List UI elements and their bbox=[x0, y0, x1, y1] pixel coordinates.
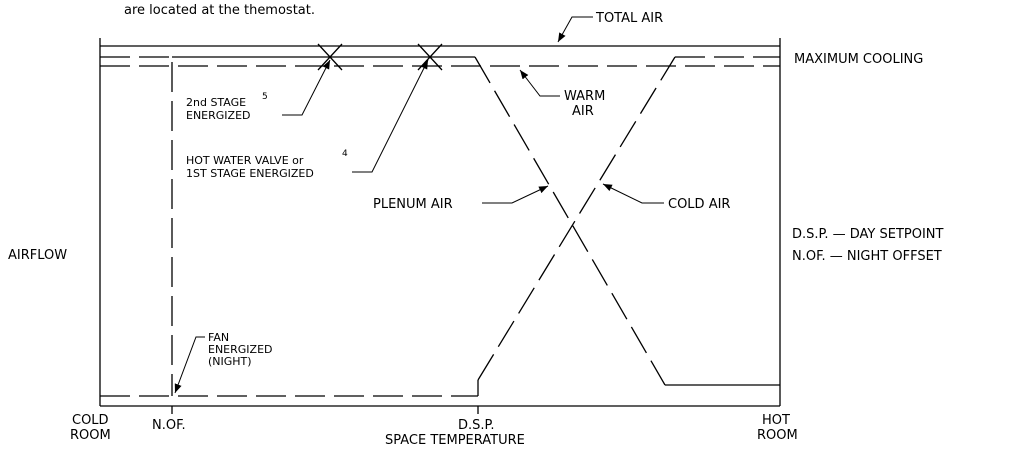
label: TOTAL AIR bbox=[595, 11, 663, 26]
label: 2nd STAGE bbox=[186, 96, 246, 109]
label: FAN bbox=[208, 331, 229, 344]
ref: 4 bbox=[342, 149, 348, 159]
label: MAXIMUM COOLING bbox=[794, 52, 923, 67]
label: 1ST STAGE ENERGIZED bbox=[186, 167, 314, 180]
label: WARM bbox=[564, 89, 605, 104]
frame bbox=[99, 38, 781, 414]
axis-title: SPACE TEMPERATURE bbox=[385, 433, 525, 448]
note: are located at the themostat. bbox=[124, 3, 315, 18]
axis-label: HOT bbox=[762, 413, 790, 428]
axis-label: ROOM bbox=[70, 428, 111, 443]
label: AIR bbox=[572, 104, 594, 119]
legend: D.S.P. — DAY SETPOINT bbox=[792, 227, 944, 242]
label: PLENUM AIR bbox=[373, 197, 453, 212]
label: (NIGHT) bbox=[208, 355, 252, 368]
label: ENERGIZED bbox=[208, 343, 273, 356]
label: AIRFLOW bbox=[8, 248, 67, 263]
axis-label: D.S.P. bbox=[458, 418, 494, 433]
ref: 5 bbox=[262, 92, 268, 102]
axis-label: COLD bbox=[72, 413, 109, 428]
plenum-air-line bbox=[474, 56, 666, 386]
x-mark bbox=[317, 43, 343, 71]
legend: N.OF. — NIGHT OFFSET bbox=[792, 249, 942, 264]
axis-label: N.OF. bbox=[152, 418, 186, 433]
label: ENERGIZED bbox=[186, 109, 251, 122]
axis-label: ROOM bbox=[757, 428, 798, 443]
leaders bbox=[174, 16, 664, 394]
label: COLD AIR bbox=[668, 197, 730, 212]
cold-air-line bbox=[477, 56, 676, 381]
label: HOT WATER VALVE or bbox=[186, 154, 304, 167]
